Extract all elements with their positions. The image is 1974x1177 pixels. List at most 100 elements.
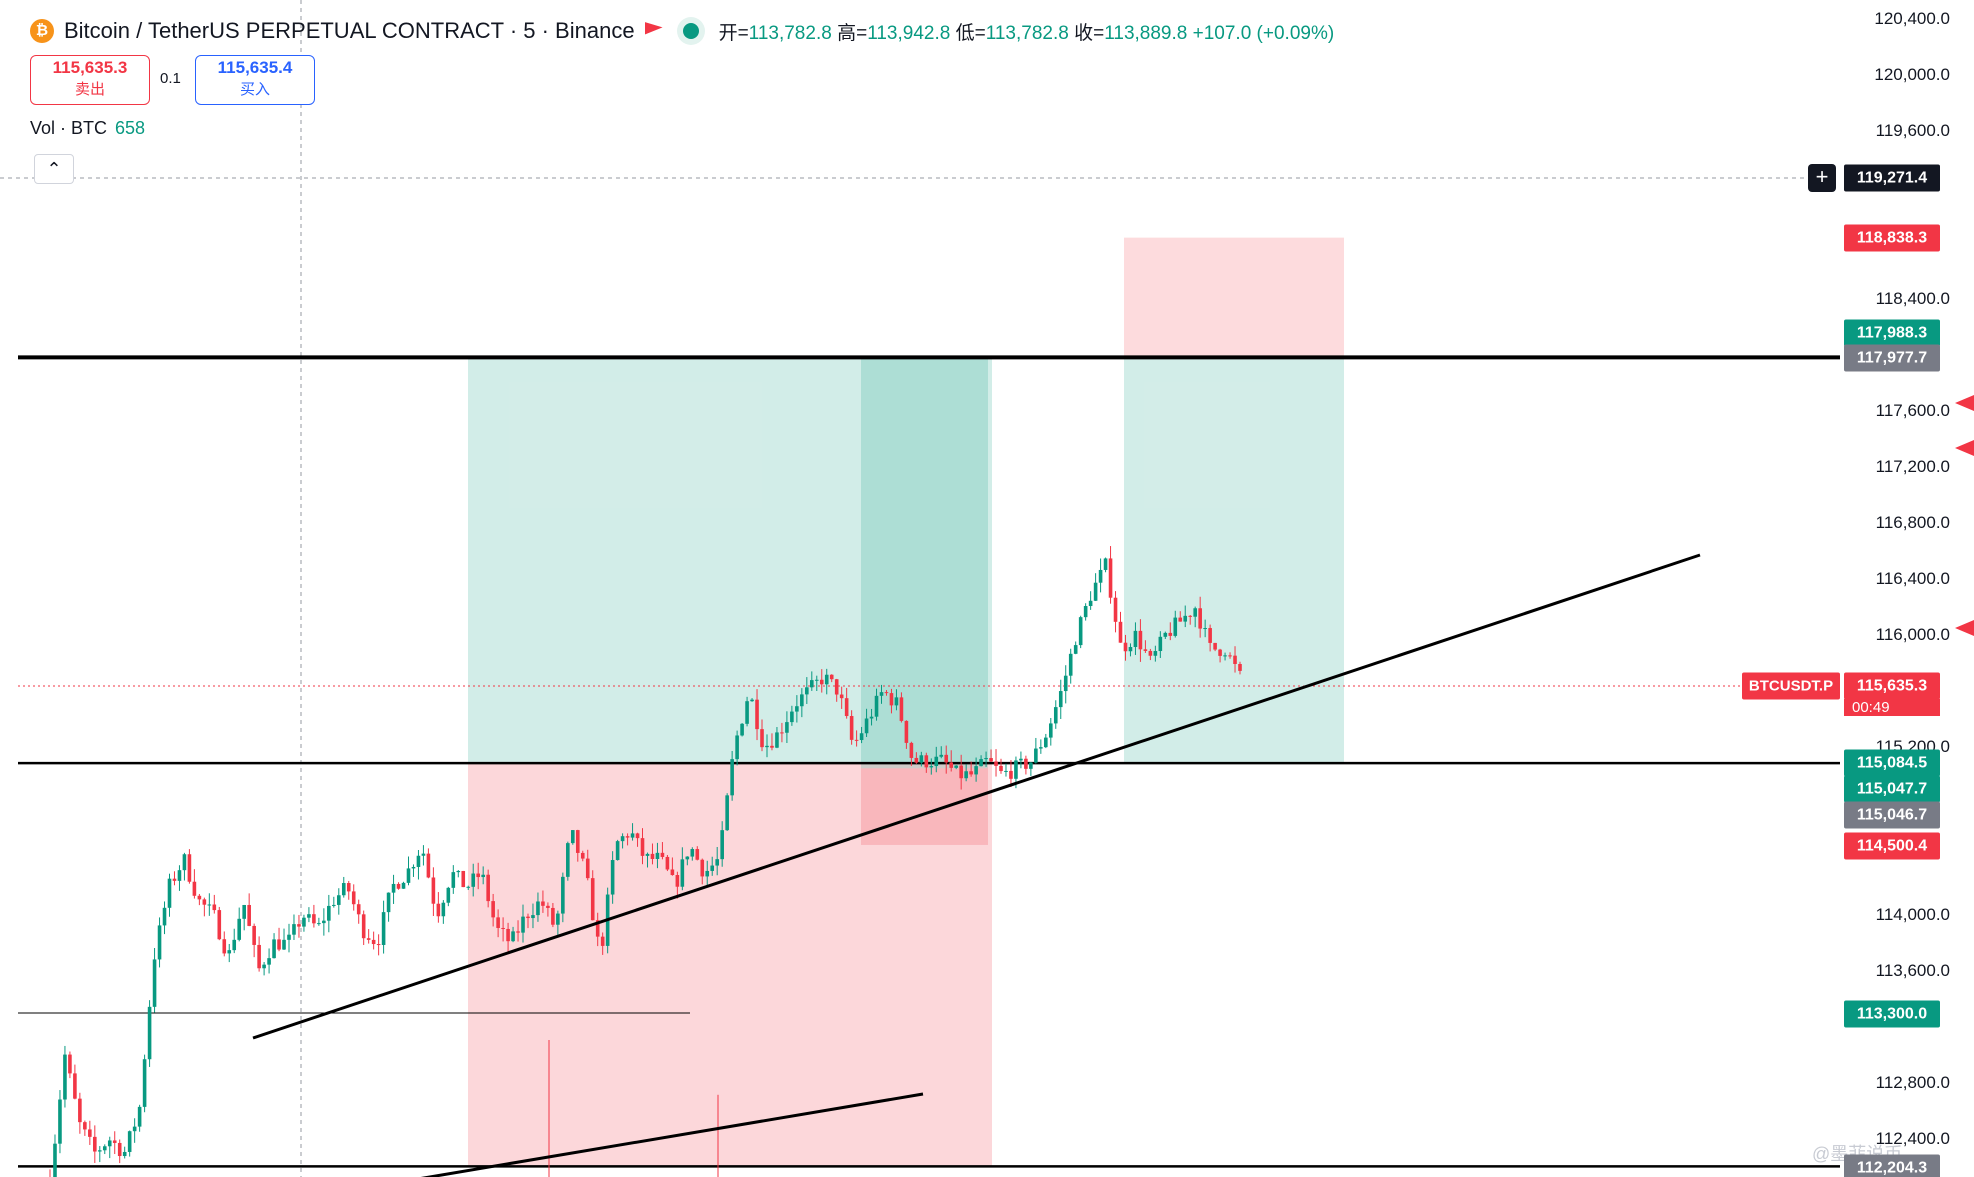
candle-body	[366, 938, 371, 940]
candle-body	[770, 745, 774, 748]
candle-body	[262, 964, 266, 969]
low-value: 113,782.8	[985, 22, 1069, 44]
candle-body	[720, 830, 724, 860]
volume-bar	[717, 1094, 719, 1177]
candle-body	[1029, 762, 1033, 769]
volume-legend[interactable]: Vol · BTC 658	[30, 118, 145, 139]
candle-body	[969, 771, 973, 775]
candle-body	[795, 706, 799, 712]
candle-body	[1058, 691, 1063, 708]
candle-body	[944, 754, 949, 763]
candle-body	[451, 872, 456, 888]
trend-line-lower	[420, 1092, 924, 1177]
price-axis[interactable]: 120,400.0 120,000.0 119,600.0 118,400.0 117,…	[1840, 0, 1952, 1177]
add-alert-plus-icon[interactable]: +	[1808, 164, 1836, 192]
price-tick-label: 116,000.0	[1875, 625, 1950, 644]
candle-body	[496, 917, 500, 928]
position-target-zone	[1124, 358, 1344, 764]
candle-body	[805, 687, 809, 695]
candle-body	[1173, 617, 1178, 636]
open-label: 开=	[718, 22, 749, 44]
candle-body	[819, 679, 824, 685]
candle-body	[332, 904, 336, 906]
buy-button[interactable]: 115,635.4 买入	[195, 55, 315, 105]
price-level-label: 112,204.3	[1844, 1154, 1940, 1177]
candle-body	[974, 766, 978, 775]
candle-body	[590, 878, 595, 921]
candle-body	[102, 1146, 107, 1151]
candle-body	[307, 914, 311, 918]
candle-body	[78, 1098, 82, 1123]
ohlc-values: 开=113,782.8 高=113,942.8 低=113,782.8 收=11…	[719, 18, 1335, 45]
candle-body	[1193, 608, 1197, 617]
symbol-title[interactable]: Bitcoin / TetherUS PERPETUAL CONTRACT · …	[64, 18, 635, 43]
candle-body	[1213, 642, 1217, 650]
price-tick-label: 113,600.0	[1875, 961, 1950, 980]
candle-body	[1223, 655, 1227, 657]
candle-body	[874, 695, 879, 717]
candle-body	[695, 849, 700, 860]
candle-body	[127, 1131, 132, 1152]
candle-body	[780, 732, 784, 734]
candle-body	[1039, 747, 1043, 749]
candle-body	[431, 877, 436, 904]
candle-body	[73, 1073, 77, 1099]
candle-body	[934, 756, 939, 767]
candle-body	[809, 680, 814, 688]
candle-body	[1034, 748, 1038, 763]
candle-body	[869, 716, 874, 719]
candle-body	[949, 762, 954, 768]
candle-body	[167, 878, 172, 908]
candle-body	[142, 1059, 147, 1107]
candle-body	[481, 874, 485, 878]
candle-body	[172, 878, 177, 881]
collapse-legend-button[interactable]: ⌃	[34, 154, 74, 184]
candle-body	[1168, 632, 1173, 636]
candle-body	[526, 916, 530, 919]
candle-body	[715, 859, 719, 866]
candle-body	[531, 915, 535, 919]
sell-button[interactable]: 115,635.3 卖出	[30, 55, 150, 105]
candle-body	[157, 925, 162, 960]
candle-body	[147, 1006, 152, 1060]
candle-body	[620, 836, 625, 842]
price-level-label: 117,988.3	[1844, 319, 1940, 347]
candle-body	[93, 1136, 97, 1152]
candle-body	[854, 739, 859, 741]
candle-body	[615, 841, 620, 861]
candle-body	[1078, 617, 1083, 646]
close-value: 113,889.8	[1104, 22, 1188, 44]
candle-body	[551, 907, 555, 925]
candle-body	[635, 833, 640, 839]
candle-body	[600, 936, 605, 946]
candle-body	[561, 876, 565, 914]
candle-body	[152, 959, 157, 1007]
candle-body	[202, 899, 207, 905]
price-level-label: 115,084.5	[1844, 749, 1940, 777]
candle-body	[595, 920, 600, 937]
candle-body	[421, 853, 426, 856]
candle-body	[212, 904, 217, 911]
candle-body	[894, 697, 899, 706]
candle-body	[1158, 636, 1163, 652]
candle-body	[979, 759, 983, 767]
open-value: 113,782.8	[748, 22, 832, 44]
candle-body	[740, 723, 744, 736]
symbol-price-label: BTCUSDT.P	[1742, 672, 1840, 700]
candle-body	[282, 939, 286, 950]
candle-body	[197, 895, 202, 900]
last-price-label: 115,635.3	[1844, 672, 1940, 700]
candle-body	[640, 838, 645, 856]
candle-body	[919, 755, 924, 763]
candle-body	[556, 913, 560, 925]
candle-body	[964, 771, 968, 779]
candle-body	[680, 859, 685, 887]
candle-body	[68, 1054, 72, 1074]
buy-label: 买入	[239, 81, 270, 98]
price-tick-label: 120,000.0	[1874, 65, 1950, 84]
candle-body	[705, 870, 710, 877]
flag-icon[interactable]	[644, 22, 663, 35]
candle-body	[690, 849, 695, 857]
